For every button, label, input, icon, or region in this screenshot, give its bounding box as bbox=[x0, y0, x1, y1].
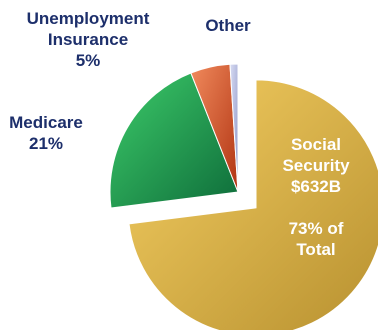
pie-label-line: Security bbox=[282, 156, 350, 175]
pie-label-other: Other bbox=[205, 16, 251, 35]
pie-slice-medicare bbox=[109, 72, 239, 209]
pie-label-line: Unemployment bbox=[27, 9, 150, 28]
labels-layer: Social Security $632B 73% of Total Medicare 21… bbox=[9, 9, 350, 259]
pie-label-unemployment-insurance: Unemployment Insurance 5% bbox=[27, 9, 150, 70]
pie-label-line: 73% of bbox=[289, 219, 344, 238]
pie-label-line: 21% bbox=[29, 134, 63, 153]
pie-slice-other bbox=[229, 63, 239, 193]
pie-label-social-security: Social Security $632B 73% of Total bbox=[282, 135, 350, 259]
pie-label-line: Other bbox=[205, 16, 251, 35]
slices-layer bbox=[109, 63, 378, 335]
pie-label-medicare: Medicare 21% bbox=[9, 113, 83, 153]
pie-label-line: Total bbox=[296, 240, 335, 259]
pie-label-line: Social bbox=[291, 135, 341, 154]
pie-slice-social-security bbox=[128, 79, 378, 335]
pie-label-line: Insurance bbox=[48, 30, 128, 49]
pie-label-line: 5% bbox=[76, 51, 101, 70]
pie-label-line: $632B bbox=[291, 177, 341, 196]
pie-label-line: Medicare bbox=[9, 113, 83, 132]
